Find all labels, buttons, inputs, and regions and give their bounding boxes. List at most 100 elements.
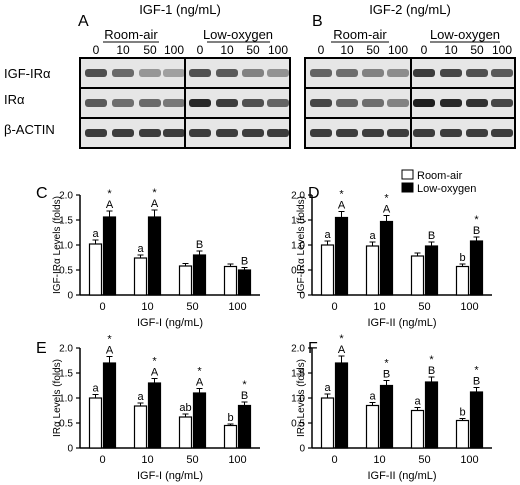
panel-letter: D bbox=[308, 185, 320, 202]
significance-asterisk: * bbox=[384, 193, 389, 205]
dose-label: 100 bbox=[492, 43, 512, 57]
dose-label: 50 bbox=[246, 43, 260, 57]
blot-band bbox=[336, 69, 358, 77]
significance-asterisk: * bbox=[429, 354, 434, 366]
blot-band bbox=[362, 99, 384, 107]
y-tick-label: 0.5 bbox=[291, 419, 305, 430]
y-tick-label: 0.5 bbox=[291, 266, 305, 277]
dose-label: 10 bbox=[340, 43, 354, 57]
y-tick-label: 0.5 bbox=[59, 266, 73, 277]
blot-band bbox=[242, 129, 264, 137]
x-tick-label: 0 bbox=[331, 454, 337, 466]
y-tick-label: 0.5 bbox=[59, 419, 73, 430]
blot-band bbox=[387, 69, 409, 77]
bar-roomair bbox=[365, 404, 380, 449]
significance-letter: ab bbox=[179, 402, 191, 414]
y-tick-label: 1.5 bbox=[59, 216, 73, 227]
blot-band bbox=[242, 99, 264, 107]
significance-asterisk: * bbox=[107, 334, 112, 346]
significance-letter: B bbox=[473, 376, 480, 388]
bar-lowoxygen bbox=[334, 216, 349, 296]
significance-asterisk: * bbox=[242, 379, 247, 391]
bar-roomair bbox=[320, 397, 335, 449]
blot-band bbox=[163, 99, 185, 107]
significance-letter: B bbox=[241, 256, 248, 268]
blot-band bbox=[216, 99, 238, 107]
blot-band bbox=[242, 69, 264, 77]
x-tick-label: 100 bbox=[228, 301, 246, 313]
bar-lowoxygen bbox=[237, 404, 252, 449]
y-tick-label: 1.0 bbox=[59, 241, 73, 252]
y-tick-label: 1.5 bbox=[291, 216, 305, 227]
significance-letter: a bbox=[324, 382, 331, 394]
bar-roomair bbox=[223, 424, 238, 449]
y-tick-label: 2.0 bbox=[59, 191, 73, 202]
blot-band bbox=[163, 129, 185, 137]
bar-roomair bbox=[455, 265, 470, 296]
significance-letter: B bbox=[428, 230, 435, 242]
blot-band bbox=[85, 129, 107, 137]
blot-band bbox=[491, 69, 513, 77]
bar-roomair bbox=[365, 245, 380, 296]
dose-label: 10 bbox=[116, 43, 130, 57]
blot-row-label: IGF-IRα bbox=[4, 66, 51, 81]
x-tick-label: 100 bbox=[460, 454, 478, 466]
y-axis-label: IGF-IRα Levels (folds) bbox=[296, 196, 307, 294]
blot-band bbox=[491, 99, 513, 107]
dose-label: 100 bbox=[164, 43, 184, 57]
significance-asterisk: * bbox=[152, 356, 157, 368]
x-tick-label: 10 bbox=[373, 454, 385, 466]
blot-band bbox=[267, 69, 289, 77]
blot-band bbox=[112, 99, 134, 107]
x-tick-label: 0 bbox=[99, 301, 105, 313]
blot-row-label: β-ACTIN bbox=[4, 122, 55, 137]
y-tick-label: 0 bbox=[67, 444, 73, 455]
blot-band bbox=[466, 99, 488, 107]
significance-letter: A bbox=[196, 377, 204, 389]
group-label-b-roomair: Room-air bbox=[333, 27, 387, 42]
bar-lowoxygen bbox=[102, 216, 117, 296]
blot-band bbox=[466, 129, 488, 137]
y-axis-label: IGF-IRα Levels (folds) bbox=[52, 196, 63, 294]
blot-band bbox=[413, 129, 435, 137]
y-tick-label: 1.5 bbox=[291, 369, 305, 380]
blot-band bbox=[85, 99, 107, 107]
blot-band bbox=[85, 69, 107, 77]
blot-band bbox=[466, 69, 488, 77]
x-axis-label: IGF-II (ng/mL) bbox=[367, 470, 436, 482]
bar-roomair bbox=[178, 265, 193, 296]
bar-lowoxygen bbox=[424, 381, 439, 449]
blot-band bbox=[216, 69, 238, 77]
significance-letter: A bbox=[338, 344, 346, 356]
y-tick-label: 1.5 bbox=[59, 369, 73, 380]
legend-label-roomair: Room-air bbox=[417, 170, 463, 182]
y-axis-label: IRα Levels (folds) bbox=[296, 359, 307, 437]
x-axis-label: IGF-II (ng/mL) bbox=[367, 317, 436, 329]
blot-band bbox=[362, 129, 384, 137]
x-tick-label: 0 bbox=[99, 454, 105, 466]
bar-roomair bbox=[410, 255, 425, 296]
blot-title-b: IGF-2 (ng/mL) bbox=[369, 2, 451, 17]
bar-lowoxygen bbox=[469, 240, 484, 296]
y-axis-label: IRα Levels (folds) bbox=[52, 359, 63, 437]
significance-asterisk: * bbox=[339, 189, 344, 201]
panel-letter: F bbox=[308, 340, 318, 357]
bar-roomair bbox=[133, 257, 148, 296]
significance-asterisk: * bbox=[339, 333, 344, 345]
panel-letter: E bbox=[36, 340, 47, 357]
significance-letter: B bbox=[428, 365, 435, 377]
significance-letter: B bbox=[196, 239, 203, 251]
chart-e: E 0 0.5 1.0 1.5 2.0 IRα Levels (folds) IGF-I (n… bbox=[36, 334, 260, 482]
significance-letter: A bbox=[338, 200, 346, 212]
y-tick-label: 0 bbox=[299, 291, 305, 302]
blot-band bbox=[310, 129, 332, 137]
y-tick-label: 1.0 bbox=[291, 394, 305, 405]
blot-band bbox=[139, 129, 161, 137]
dose-label: 100 bbox=[388, 43, 408, 57]
bar-lowoxygen bbox=[379, 220, 394, 296]
significance-letter: B bbox=[383, 369, 390, 381]
dose-label: 50 bbox=[470, 43, 484, 57]
bar-lowoxygen bbox=[192, 392, 207, 449]
